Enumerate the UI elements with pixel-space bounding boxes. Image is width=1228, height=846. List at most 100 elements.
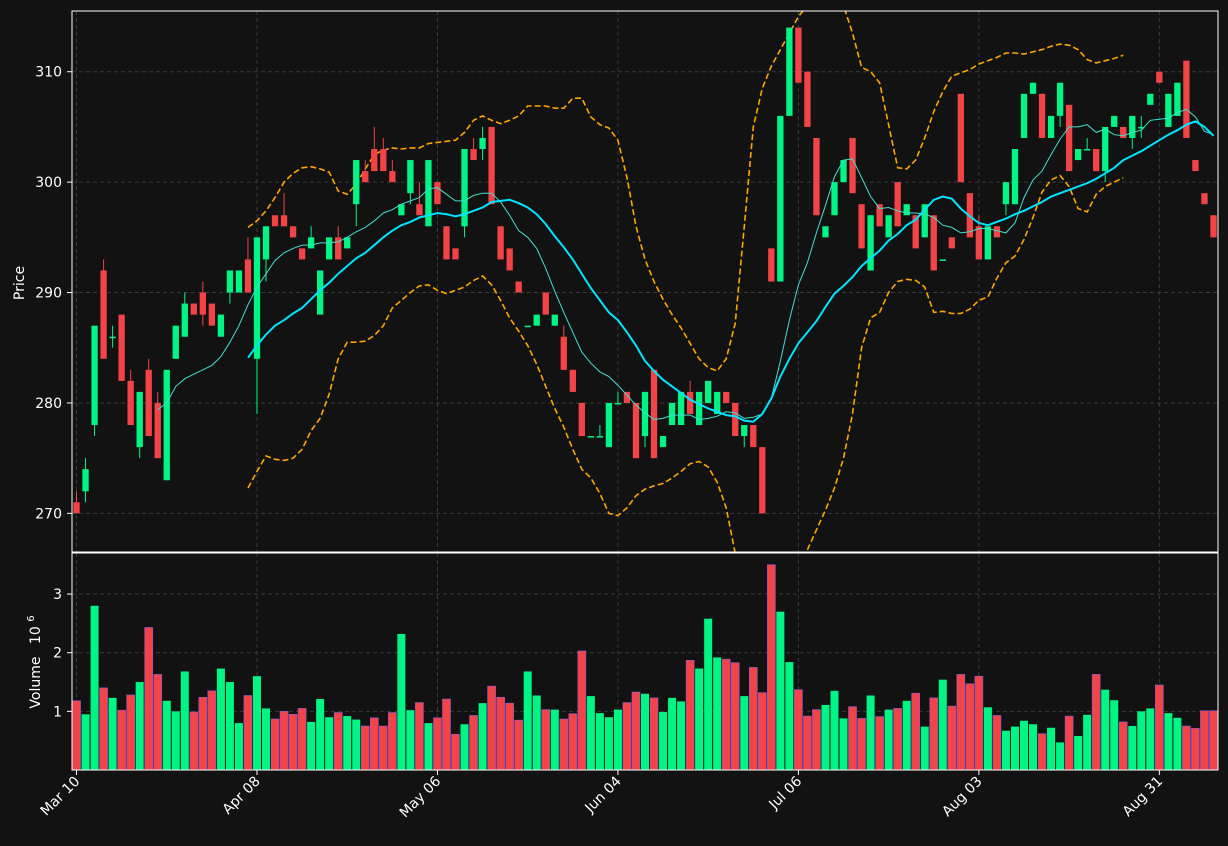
candle-up xyxy=(741,425,748,437)
candle-down xyxy=(452,248,459,260)
candle-up xyxy=(1029,82,1037,94)
volume-bar-up xyxy=(821,704,830,770)
candle-down xyxy=(930,215,937,271)
candle-down xyxy=(1156,71,1163,83)
candle-up xyxy=(226,270,234,293)
candle-down xyxy=(912,215,919,249)
volume-bar-down xyxy=(649,697,659,770)
axes-frame xyxy=(71,10,1219,771)
volume-bar-down xyxy=(469,715,478,770)
volume-bar-down xyxy=(360,725,370,770)
volume-bar-down xyxy=(126,694,135,770)
volume-bar-up xyxy=(343,716,352,770)
volume-bar-down xyxy=(189,711,199,770)
upper-band-line xyxy=(247,11,1124,372)
candle-up xyxy=(181,303,188,337)
candle-down xyxy=(723,391,730,403)
candle-up xyxy=(1165,93,1172,127)
volume-bar-down xyxy=(965,683,975,770)
volume-bar-down xyxy=(730,662,740,770)
volume-bar-down xyxy=(748,667,758,770)
candle-up xyxy=(1138,126,1145,129)
volume-bar-down xyxy=(442,698,451,770)
volume-bar-up xyxy=(938,679,947,770)
price-axis-label: Price xyxy=(12,266,28,300)
volume-tick-label: 2 xyxy=(53,646,62,662)
candle-down xyxy=(362,171,369,183)
volume-bar-up xyxy=(668,697,677,770)
moving-averages xyxy=(157,108,1215,423)
candle-up xyxy=(217,314,225,337)
volume-bar-up xyxy=(1146,708,1155,770)
volume-bar-down xyxy=(369,717,379,770)
candle-down xyxy=(335,237,342,260)
volume-bar-down xyxy=(1182,725,1191,770)
candle-down xyxy=(993,226,1001,238)
volume-bar-up xyxy=(532,695,541,770)
candle-up xyxy=(641,391,649,437)
candle-down xyxy=(515,281,522,293)
candle-down xyxy=(858,204,865,249)
candle-up xyxy=(479,137,486,150)
volume-bar-up xyxy=(604,717,613,770)
volume-bar-up xyxy=(659,711,668,770)
volume-bar-up xyxy=(478,703,487,770)
candle-down xyxy=(1210,215,1217,238)
candle-down xyxy=(73,502,80,514)
candle-down xyxy=(145,369,152,437)
candle-up xyxy=(262,226,270,260)
volume-bar-down xyxy=(848,706,857,770)
volume-bar-up xyxy=(316,699,325,770)
volume-bar-down xyxy=(1037,733,1047,770)
volume-bar-up xyxy=(595,713,604,770)
candle-down xyxy=(443,226,450,260)
candle-down xyxy=(632,402,640,459)
candle-up xyxy=(831,182,838,216)
volume-bar-up xyxy=(613,709,622,770)
price-tick-label: 270 xyxy=(35,506,62,522)
volume-bar-down xyxy=(992,715,1002,770)
volume-label-text: Volume xyxy=(28,657,44,709)
candle-up xyxy=(714,391,721,414)
volume-tick-label: 1 xyxy=(53,704,62,720)
candle-up xyxy=(605,402,613,448)
volume-bar-up xyxy=(225,682,234,770)
volume-bar-up xyxy=(397,633,406,770)
volume-bar-up xyxy=(90,605,99,770)
candle-up xyxy=(659,436,667,448)
volume-bar-down xyxy=(1191,728,1200,770)
volume-bar-down xyxy=(72,700,81,770)
candle-up xyxy=(903,204,910,216)
volume-bar-down xyxy=(631,691,641,770)
volume-bar-up xyxy=(1010,726,1019,770)
candle-up xyxy=(1020,93,1028,138)
candle-down xyxy=(686,391,694,414)
volume-bar-down xyxy=(875,716,884,770)
candle-down xyxy=(623,391,631,403)
volume-bar-down xyxy=(721,658,731,770)
volume-bar-up xyxy=(1101,689,1110,770)
candle-down xyxy=(650,369,658,459)
candle-up xyxy=(1102,126,1109,172)
price-tick-label: 310 xyxy=(35,65,62,81)
volume-bar-down xyxy=(974,675,984,770)
volume-bar-up xyxy=(307,721,316,770)
candle-up xyxy=(524,325,531,328)
candle-up xyxy=(253,237,261,359)
volume-bar-down xyxy=(505,702,514,770)
candle-down xyxy=(416,204,423,216)
candle-up xyxy=(91,325,98,426)
volume-bar-up xyxy=(677,701,686,770)
volume-bar-up xyxy=(713,657,722,770)
volume-bar-up xyxy=(1019,720,1029,770)
candle-down xyxy=(1183,60,1190,138)
candle-down xyxy=(560,336,567,370)
price-grid xyxy=(72,11,1218,552)
volume-bar-down xyxy=(1209,710,1218,770)
volume-bar-up xyxy=(234,723,243,770)
candle-up xyxy=(777,115,784,282)
candle-down xyxy=(271,215,279,227)
volume-bar-down xyxy=(812,709,821,770)
price-tick-labels: 270 280 290 300 310 xyxy=(35,65,72,522)
volume-bar-down xyxy=(288,713,298,770)
